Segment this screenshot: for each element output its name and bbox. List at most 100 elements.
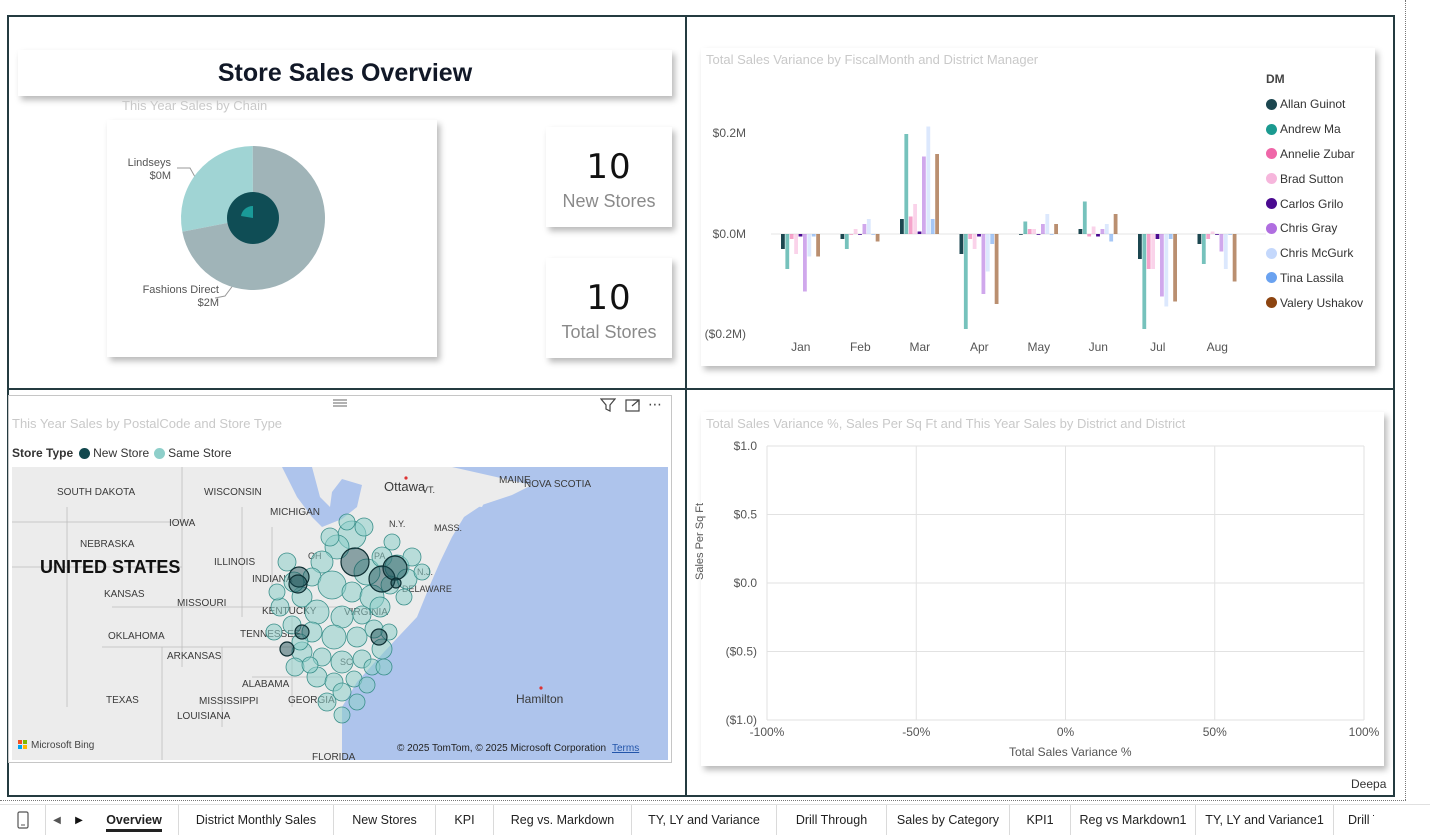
bar[interactable] — [1019, 234, 1023, 235]
bar[interactable] — [1206, 234, 1211, 239]
map-bubble-same-store[interactable] — [321, 624, 347, 650]
tab-scroll-right-icon[interactable]: ▶ — [75, 814, 83, 826]
map-bubble-same-store[interactable] — [380, 623, 398, 641]
map-bubble-same-store[interactable] — [317, 570, 347, 600]
bar[interactable] — [1228, 234, 1233, 235]
bar[interactable] — [913, 204, 917, 234]
focus-mode-icon[interactable] — [625, 397, 641, 416]
kpi-card-new-stores[interactable]: 10 New Stores — [546, 127, 672, 227]
kpi-card-total-stores[interactable]: 10 Total Stores — [546, 258, 672, 358]
page-tab[interactable]: Sales by Category — [887, 805, 1010, 835]
bar[interactable] — [1173, 234, 1177, 302]
page-tab[interactable]: KPI1 — [1010, 805, 1071, 835]
map-bubble-same-store[interactable] — [285, 657, 305, 677]
legend-item[interactable]: Valery Ushakov — [1266, 290, 1363, 315]
bar[interactable] — [1142, 234, 1147, 329]
bar[interactable] — [807, 234, 812, 257]
map-bubble-same-store[interactable] — [333, 706, 351, 724]
map-bubble-same-store[interactable] — [395, 588, 413, 606]
terms-link[interactable]: Terms — [612, 743, 639, 754]
bar[interactable] — [1032, 229, 1036, 234]
scatter-chart[interactable]: $1.0 $0.5 $0.0 ($0.5) ($1.0)-100% -50% 0% 50% 10… — [701, 412, 1384, 766]
map-bubble-same-store[interactable] — [338, 513, 356, 531]
tab-scroll-left-icon[interactable]: ◀ — [53, 814, 61, 826]
map-bubble-new-store[interactable] — [370, 628, 388, 646]
bar[interactable] — [1146, 234, 1151, 269]
map-bubble-same-store[interactable] — [402, 547, 422, 567]
bar[interactable] — [1215, 234, 1219, 235]
map-bubble-same-store[interactable] — [291, 633, 309, 651]
map-bubble-same-store[interactable] — [270, 597, 290, 617]
map-bubble-same-store[interactable] — [317, 692, 337, 712]
map-bubble-same-store[interactable] — [310, 550, 334, 574]
bar[interactable] — [1223, 234, 1228, 269]
page-tab[interactable]: Reg vs Markdown1 — [1071, 805, 1196, 835]
bar[interactable] — [922, 156, 926, 235]
bar[interactable] — [985, 234, 990, 272]
map-bubble-same-store[interactable] — [330, 650, 354, 674]
bar[interactable] — [981, 234, 986, 294]
scatter-chart-card[interactable] — [701, 412, 1384, 766]
bar[interactable] — [990, 234, 995, 244]
bar[interactable] — [1197, 234, 1202, 244]
bar[interactable] — [904, 134, 909, 234]
bar[interactable] — [844, 234, 849, 249]
map-bubbles[interactable] — [265, 513, 431, 724]
more-options-icon[interactable]: ⋯ — [648, 397, 662, 413]
page-tab[interactable]: Overview — [90, 805, 179, 835]
legend-item[interactable]: Carlos Grilo — [1266, 191, 1363, 216]
bar[interactable] — [1049, 234, 1054, 235]
map-bubble-same-store[interactable] — [346, 626, 368, 648]
map-bubble-same-store[interactable] — [268, 583, 286, 601]
bar[interactable] — [935, 154, 939, 234]
bar[interactable] — [781, 234, 785, 249]
bar[interactable] — [803, 234, 807, 292]
map-bubble-new-store[interactable] — [279, 641, 295, 657]
bar[interactable] — [1164, 234, 1169, 307]
bar[interactable] — [1155, 234, 1160, 239]
legend-item[interactable]: Allan Guinot — [1266, 92, 1363, 117]
legend-item[interactable]: Tina Lassila — [1266, 266, 1363, 291]
bar[interactable] — [816, 234, 820, 257]
bar[interactable] — [994, 234, 999, 304]
bar[interactable] — [866, 219, 871, 234]
bar[interactable] — [794, 234, 798, 254]
map-bubble-new-store[interactable] — [368, 565, 396, 593]
page-tab[interactable]: District Monthly Sales — [179, 805, 334, 835]
bar[interactable] — [785, 234, 790, 269]
bar[interactable] — [926, 126, 931, 235]
bar[interactable] — [963, 234, 968, 329]
bar[interactable] — [1232, 234, 1237, 282]
legend-item[interactable]: Annelie Zubar — [1266, 142, 1363, 167]
bar[interactable] — [1023, 221, 1028, 235]
bar[interactable] — [917, 231, 922, 235]
bar[interactable] — [959, 234, 964, 254]
bar[interactable] — [1054, 224, 1058, 234]
bar-chart-card[interactable] — [701, 48, 1375, 366]
page-tab[interactable]: KPI — [436, 805, 494, 835]
legend-item[interactable]: Chris McGurk — [1266, 241, 1363, 266]
bar[interactable] — [1138, 234, 1142, 259]
page-tab[interactable]: Drill Th — [1334, 805, 1374, 835]
page-tab[interactable]: TY, LY and Variance — [632, 805, 777, 835]
bar[interactable] — [858, 234, 862, 235]
bar[interactable] — [849, 234, 854, 235]
map-bubble-same-store[interactable] — [354, 517, 374, 537]
donut-inner-segment[interactable] — [241, 205, 253, 218]
bar[interactable] — [853, 229, 858, 234]
bar[interactable] — [875, 234, 880, 242]
bar[interactable] — [1041, 224, 1045, 234]
legend-item[interactable]: Andrew Ma — [1266, 117, 1363, 142]
bar[interactable] — [1109, 234, 1114, 242]
bar[interactable] — [1100, 229, 1105, 234]
map-bubble-same-store[interactable] — [320, 527, 340, 547]
map-bubble-new-store[interactable] — [288, 574, 308, 594]
bar[interactable] — [1210, 231, 1215, 235]
bar[interactable] — [977, 234, 981, 237]
report-title-card[interactable]: Store Sales Overview — [18, 50, 672, 96]
map-bubble-new-store[interactable] — [288, 566, 310, 588]
bar[interactable] — [1104, 224, 1109, 234]
page-tab[interactable]: TY, LY and Variance1 — [1196, 805, 1334, 835]
map-bubble-same-store[interactable] — [341, 581, 363, 603]
page-tab[interactable]: Reg vs. Markdown — [494, 805, 632, 835]
